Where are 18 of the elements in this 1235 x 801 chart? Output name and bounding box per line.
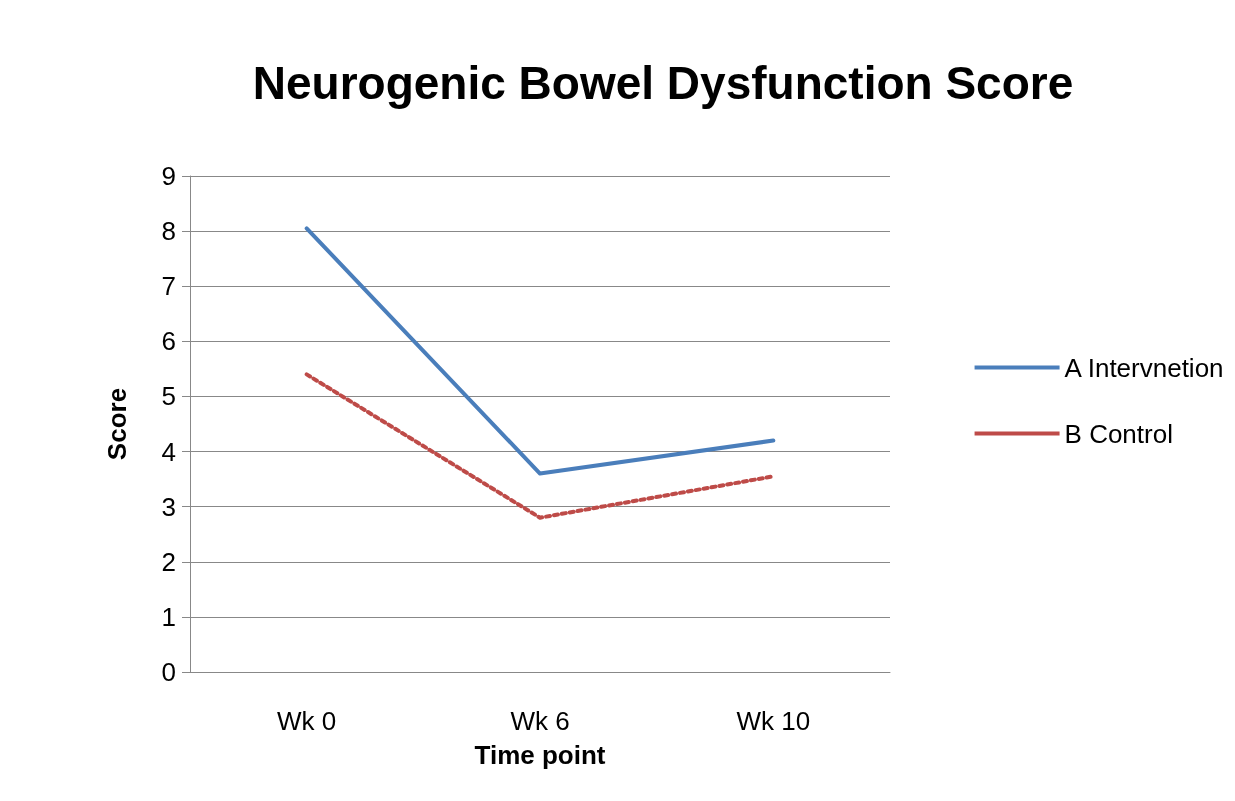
y-tick-label: 5 [161, 381, 176, 412]
y-tick-label: 8 [161, 216, 176, 247]
y-tick-label: 6 [161, 326, 176, 357]
y-tick-label: 1 [161, 601, 176, 632]
legend-label: B Control [1064, 418, 1173, 449]
y-tick-label: 0 [161, 657, 176, 687]
y-axis-title: Score [102, 387, 132, 461]
y-tick-label: 2 [161, 546, 176, 577]
y-tick-label: 3 [161, 491, 176, 522]
y-tick-label: 7 [161, 271, 176, 302]
x-tick-label: Wk 0 [277, 706, 337, 736]
chart-title: Neurogenic Bowel Dysfunction Score [252, 57, 1074, 109]
x-axis-title: Time point [474, 740, 606, 770]
x-tick-label: Wk 10 [736, 706, 811, 736]
y-tick-label: 9 [161, 161, 176, 191]
legend-label: A Intervnetion [1064, 352, 1224, 383]
y-tick-label: 4 [161, 436, 176, 467]
x-tick-label: Wk 6 [510, 706, 570, 736]
